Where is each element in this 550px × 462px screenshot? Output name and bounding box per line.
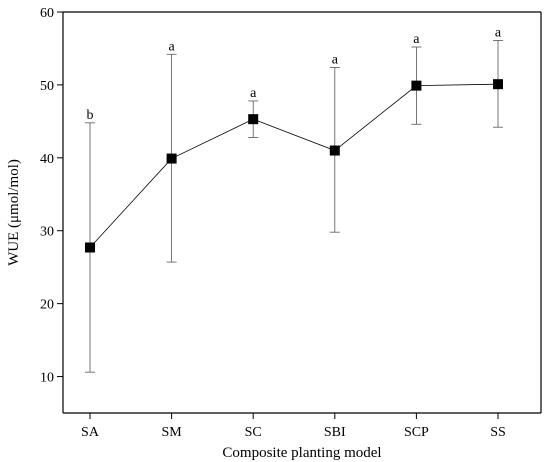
y-tick-label: 60 — [40, 6, 54, 21]
error-bars — [85, 40, 503, 373]
y-tick-label: 10 — [40, 371, 54, 386]
significance-label: a — [413, 32, 420, 47]
markers — [85, 79, 503, 253]
data-point — [329, 145, 340, 156]
x-axis-title: Composite planting model — [222, 445, 381, 461]
x-tick-label: SBI — [324, 425, 346, 440]
x-tick-label: SC — [245, 425, 262, 440]
data-point — [166, 153, 177, 164]
y-axis-title: WUE (μmol/mol) — [6, 159, 22, 266]
data-point — [85, 242, 95, 253]
data-point — [411, 80, 422, 91]
series-line — [89, 83, 499, 248]
data-point — [493, 79, 503, 90]
significance-labels: b a a a a a — [87, 25, 502, 122]
y-tick-label: 30 — [40, 225, 54, 240]
x-tick-label: SS — [490, 425, 506, 440]
significance-label: a — [495, 25, 502, 40]
significance-label: a — [168, 39, 175, 54]
significance-label: a — [250, 86, 257, 101]
x-ticks: SA SM SC SBI SCP SS — [81, 413, 506, 440]
y-tick-label: 20 — [40, 298, 54, 313]
x-tick-label: SA — [81, 425, 100, 440]
axes — [62, 11, 542, 414]
y-tick-label: 40 — [40, 152, 54, 167]
data-point — [248, 114, 259, 125]
x-tick-label: SCP — [404, 425, 429, 440]
y-tick-label: 50 — [40, 79, 54, 94]
significance-label: a — [332, 52, 339, 67]
y-ticks: 10 20 30 40 50 60 — [40, 6, 63, 386]
significance-label: b — [87, 108, 94, 123]
x-tick-label: SM — [161, 425, 182, 440]
